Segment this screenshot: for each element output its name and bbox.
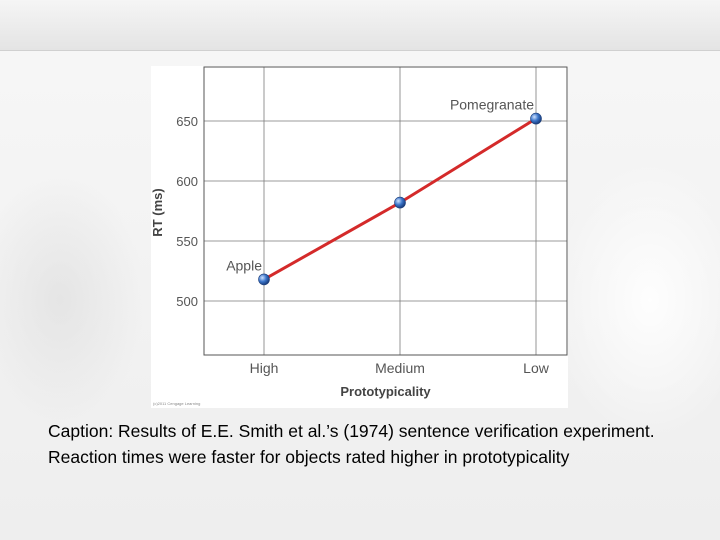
- y-tick-label: 650: [176, 114, 198, 129]
- y-tick-label: 600: [176, 174, 198, 189]
- data-point: [530, 112, 542, 125]
- data-point: [394, 196, 406, 209]
- x-tick-label: Medium: [375, 360, 425, 376]
- y-tick-label: 550: [176, 234, 198, 249]
- y-axis-title: RT (ms): [151, 188, 165, 236]
- y-tick-label: 500: [176, 294, 198, 309]
- slide-header-band: [0, 0, 720, 51]
- chart: 500 550 600 650 High Medium Low Prototypicality…: [151, 66, 568, 399]
- chart-figure: 500 550 600 650 High Medium Low Prototypicality…: [151, 66, 568, 408]
- x-tick-label: Low: [523, 360, 550, 376]
- x-axis-title: Prototypicality: [340, 384, 431, 399]
- x-tick-label: High: [250, 360, 279, 376]
- data-point: [258, 273, 270, 286]
- point-annotation: Pomegranate: [450, 97, 534, 113]
- plot-frame: [203, 66, 568, 356]
- copyright-credit: (c)2011 Cengage Learning: [153, 401, 201, 406]
- caption: Caption: Results of E.E. Smith et al.’s …: [48, 421, 655, 467]
- point-annotation: Apple: [226, 257, 262, 273]
